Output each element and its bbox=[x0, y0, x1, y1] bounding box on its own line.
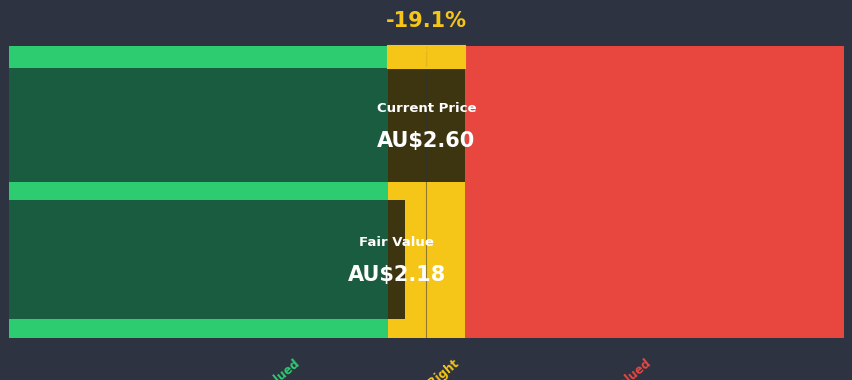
Bar bbox=[464, 182, 843, 200]
Text: AU$2.60: AU$2.60 bbox=[377, 131, 475, 150]
Bar bbox=[388, 46, 464, 68]
Bar bbox=[388, 319, 464, 338]
Bar bbox=[9, 46, 388, 68]
Bar bbox=[464, 200, 843, 319]
Text: Fair Value: Fair Value bbox=[359, 236, 434, 249]
Bar bbox=[464, 68, 843, 182]
Bar bbox=[388, 68, 464, 182]
Text: 20% Overvalued: 20% Overvalued bbox=[562, 357, 653, 380]
Bar bbox=[9, 200, 388, 319]
Bar bbox=[388, 68, 464, 182]
Bar bbox=[388, 200, 405, 319]
Bar bbox=[9, 182, 388, 200]
Text: 20% Undervalued: 20% Undervalued bbox=[204, 357, 302, 380]
Bar bbox=[9, 68, 388, 182]
Bar bbox=[464, 46, 843, 68]
Text: Current Price: Current Price bbox=[377, 102, 475, 115]
Text: -19.1%: -19.1% bbox=[386, 11, 466, 32]
Text: AU$2.18: AU$2.18 bbox=[347, 264, 446, 285]
Bar bbox=[388, 200, 464, 319]
Bar bbox=[388, 46, 464, 68]
Bar bbox=[9, 319, 388, 338]
Bar bbox=[464, 319, 843, 338]
Bar bbox=[388, 182, 464, 200]
Text: About Right: About Right bbox=[392, 357, 461, 380]
Text: Overvalued: Overvalued bbox=[386, 46, 466, 59]
